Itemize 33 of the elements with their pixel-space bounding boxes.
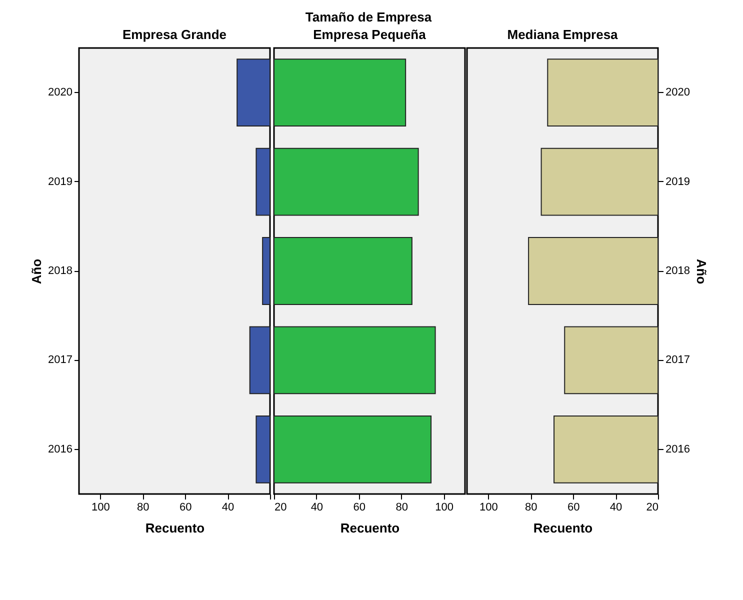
chart-subtitle: Mediana Empresa (507, 27, 619, 42)
x-tick-label: 80 (525, 502, 538, 514)
y-axis-title: Año (694, 258, 709, 284)
chart-subtitle: Empresa Pequeña (313, 27, 427, 42)
x-axis-title: Recuento (145, 520, 205, 536)
x-tick-label: 60 (179, 502, 192, 514)
x-tick-label: 20 (646, 502, 658, 514)
x-tick-label: 100 (435, 502, 454, 514)
x-tick-label: 40 (610, 502, 622, 514)
x-tick-label: 80 (137, 502, 150, 514)
x-tick-label: 100 (480, 502, 498, 514)
y-tick-label: 2019 (48, 176, 72, 188)
chart-subtitle: Empresa Grande (122, 27, 227, 42)
x-tick-label: 80 (396, 502, 408, 514)
x-tick-label: 20 (274, 502, 287, 514)
chart-title: Tamaño de Empresa (305, 9, 432, 24)
y-tick-label: 2019 (666, 176, 690, 188)
x-tick-label: 40 (310, 502, 324, 514)
x-axis-title: Recuento (340, 520, 400, 536)
y-tick-label: 2020 (48, 86, 72, 99)
y-tick-label: 2016 (48, 443, 72, 456)
x-axis-title: Recuento (533, 520, 593, 536)
x-tick-label: 60 (353, 502, 366, 514)
y-tick-label: 2020 (666, 86, 690, 99)
x-tick-label: 40 (222, 502, 234, 514)
y-tick-label: 2018 (666, 265, 690, 277)
y-axis-title: Año (29, 258, 44, 284)
y-tick-label: 2016 (666, 443, 690, 456)
x-tick-label: 100 (92, 502, 110, 514)
y-tick-label: 2017 (666, 354, 690, 366)
y-tick-label: 2018 (48, 265, 72, 277)
y-tick-label: 2017 (48, 354, 72, 366)
x-tick-label: 60 (567, 502, 580, 514)
